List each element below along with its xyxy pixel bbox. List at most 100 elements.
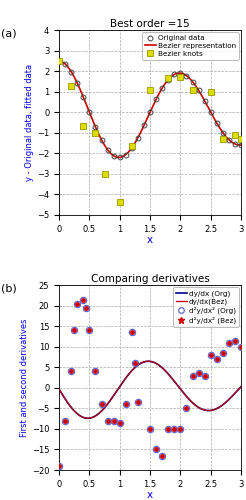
Bezier knots [167, 76, 170, 82]
Original data [197, 88, 200, 94]
Bezier knots [179, 74, 182, 80]
Original data [58, 58, 61, 64]
Original data [185, 72, 188, 78]
d²y/dx² (Bez) [209, 352, 212, 358]
Bezier knots [94, 130, 97, 136]
d²y/dx² (Org) [228, 340, 231, 345]
d²y/dx² (Org) [191, 372, 194, 378]
Bezier representation [58, 58, 61, 64]
Original data [137, 134, 139, 140]
Original data [94, 124, 97, 130]
d²y/dx² (Org) [197, 370, 200, 376]
Bezier knots [58, 58, 61, 64]
dy/dx(Bez) [147, 358, 150, 364]
Original data [124, 152, 127, 158]
Original data [142, 122, 145, 128]
d²y/dx² (Org) [185, 406, 188, 411]
Original data [173, 72, 176, 78]
Title: Best order =15: Best order =15 [110, 19, 190, 29]
d²y/dx² (Bez) [203, 372, 206, 378]
dy/dx (Org) [79, 414, 82, 420]
d²y/dx² (Bez) [58, 463, 61, 469]
Bezier representation [240, 142, 243, 148]
d²y/dx² (Org) [106, 418, 109, 424]
Legend: Original data, Bezier representation, Bezier knots: Original data, Bezier representation, Be… [142, 32, 239, 60]
Original data [70, 68, 73, 74]
d²y/dx² (Org) [94, 368, 97, 374]
d²y/dx² (Bez) [64, 418, 67, 424]
Original data [88, 109, 91, 115]
Original data [82, 94, 85, 100]
Original data [167, 76, 170, 82]
dy/dx(Bez) [86, 416, 89, 422]
d²y/dx² (Bez) [130, 330, 133, 336]
d²y/dx² (Org) [179, 426, 182, 432]
dy/dx(Bez) [117, 385, 120, 391]
Original data [203, 98, 206, 104]
Bezier knots [240, 136, 243, 142]
d²y/dx² (Bez) [82, 296, 85, 302]
Bezier knots [191, 86, 194, 92]
d²y/dx² (Org) [118, 420, 121, 426]
Original data [100, 137, 103, 143]
dy/dx (Org) [86, 416, 89, 422]
dy/dx (Org) [130, 368, 133, 374]
d²y/dx² (Org) [88, 328, 91, 334]
d²y/dx² (Bez) [124, 402, 127, 407]
Original data [155, 96, 158, 102]
d²y/dx² (Org) [203, 372, 206, 378]
d²y/dx² (Org) [155, 446, 158, 452]
Bezier knots [130, 143, 133, 149]
d²y/dx² (Org) [85, 304, 88, 310]
dy/dx(Bez) [191, 400, 194, 406]
d²y/dx² (Bez) [215, 356, 218, 362]
Bezier knots [118, 198, 121, 204]
dy/dx (Org) [190, 398, 193, 404]
d²y/dx² (Bez) [106, 418, 109, 424]
d²y/dx² (Org) [124, 402, 127, 407]
d²y/dx² (Org) [137, 399, 139, 405]
Original data [179, 70, 182, 76]
Original data [118, 154, 121, 160]
Bezier representation [117, 154, 120, 160]
Text: (b): (b) [1, 284, 16, 294]
d²y/dx² (Org) [221, 350, 224, 356]
Bezier representation [189, 76, 192, 82]
d²y/dx² (Org) [149, 426, 152, 432]
Original data [215, 120, 218, 126]
d²y/dx² (Bez) [173, 426, 176, 432]
dy/dx(Bez) [79, 414, 82, 420]
X-axis label: x: x [147, 235, 153, 245]
d²y/dx² (Org) [167, 426, 170, 432]
Original data [130, 144, 133, 150]
d²y/dx² (Bez) [221, 350, 224, 356]
d²y/dx² (Org) [215, 356, 218, 362]
Bezier knots [209, 88, 212, 94]
Y-axis label: y - Original data, fitted data: y - Original data, fitted data [25, 64, 34, 181]
Bezier knots [70, 84, 73, 89]
d²y/dx² (Org) [64, 418, 67, 424]
d²y/dx² (Bez) [70, 368, 73, 374]
d²y/dx² (Bez) [185, 406, 188, 411]
d²y/dx² (Bez) [228, 340, 231, 345]
Original data [191, 78, 194, 84]
d²y/dx² (Bez) [191, 372, 194, 378]
d²y/dx² (Bez) [133, 360, 136, 366]
d²y/dx² (Bez) [149, 426, 152, 432]
dy/dx (Org) [58, 386, 61, 392]
d²y/dx² (Bez) [233, 338, 236, 344]
d²y/dx² (Org) [240, 344, 243, 350]
d²y/dx² (Bez) [161, 452, 164, 458]
Line: d²y/dx² (Org): d²y/dx² (Org) [56, 296, 244, 469]
Title: Comparing derivatives: Comparing derivatives [91, 274, 209, 284]
Line: d²y/dx² (Bez): d²y/dx² (Bez) [57, 298, 243, 468]
Original data [209, 109, 212, 115]
d²y/dx² (Org) [173, 426, 176, 432]
d²y/dx² (Bez) [73, 328, 76, 334]
d²y/dx² (Org) [58, 463, 61, 469]
dy/dx(Bez) [240, 384, 243, 390]
d²y/dx² (Bez) [88, 328, 91, 334]
Legend: dy/dx (Org), dy/dx(Bez), d²y/dx² (Org), d²y/dx² (Bez): dy/dx (Org), dy/dx(Bez), d²y/dx² (Org), … [173, 288, 239, 327]
d²y/dx² (Bez) [76, 300, 79, 306]
d²y/dx² (Bez) [85, 304, 88, 310]
